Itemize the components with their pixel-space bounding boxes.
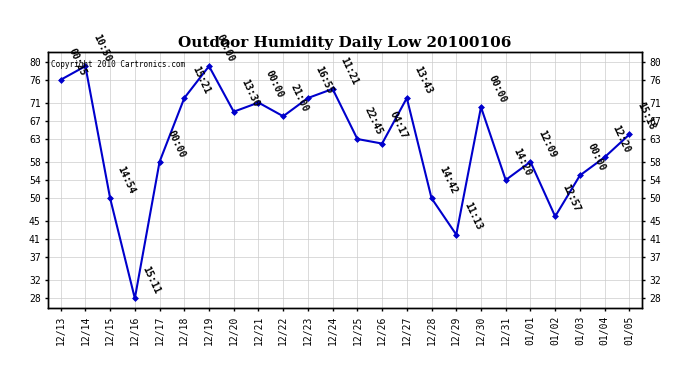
Text: 21:00: 21:00 xyxy=(288,82,311,114)
Text: 14:42: 14:42 xyxy=(437,165,459,195)
Text: 22:45: 22:45 xyxy=(363,105,384,136)
Text: 00:00: 00:00 xyxy=(215,33,236,63)
Text: 13:43: 13:43 xyxy=(413,64,434,95)
Text: 12:20: 12:20 xyxy=(610,124,631,154)
Text: 11:21: 11:21 xyxy=(338,55,359,86)
Text: 15:21: 15:21 xyxy=(190,64,211,95)
Title: Outdoor Humidity Daily Low 20100106: Outdoor Humidity Daily Low 20100106 xyxy=(178,36,512,50)
Text: 14:20: 14:20 xyxy=(511,146,533,177)
Text: 16:55: 16:55 xyxy=(313,64,335,95)
Text: 10:50: 10:50 xyxy=(91,33,112,63)
Text: 15:11: 15:11 xyxy=(140,265,162,296)
Text: 00:25: 00:25 xyxy=(66,46,88,77)
Text: 04:17: 04:17 xyxy=(388,110,409,141)
Text: 00:00: 00:00 xyxy=(585,142,607,172)
Text: 15:18: 15:18 xyxy=(635,101,656,132)
Text: Copyright 2010 Cartronics.com: Copyright 2010 Cartronics.com xyxy=(51,60,186,69)
Text: 13:30: 13:30 xyxy=(239,78,261,109)
Text: 00:00: 00:00 xyxy=(264,69,286,100)
Text: 11:13: 11:13 xyxy=(462,201,483,232)
Text: 00:00: 00:00 xyxy=(165,128,186,159)
Text: 12:09: 12:09 xyxy=(536,128,558,159)
Text: 14:54: 14:54 xyxy=(116,165,137,195)
Text: 12:57: 12:57 xyxy=(561,183,582,214)
Text: 00:00: 00:00 xyxy=(486,74,508,104)
